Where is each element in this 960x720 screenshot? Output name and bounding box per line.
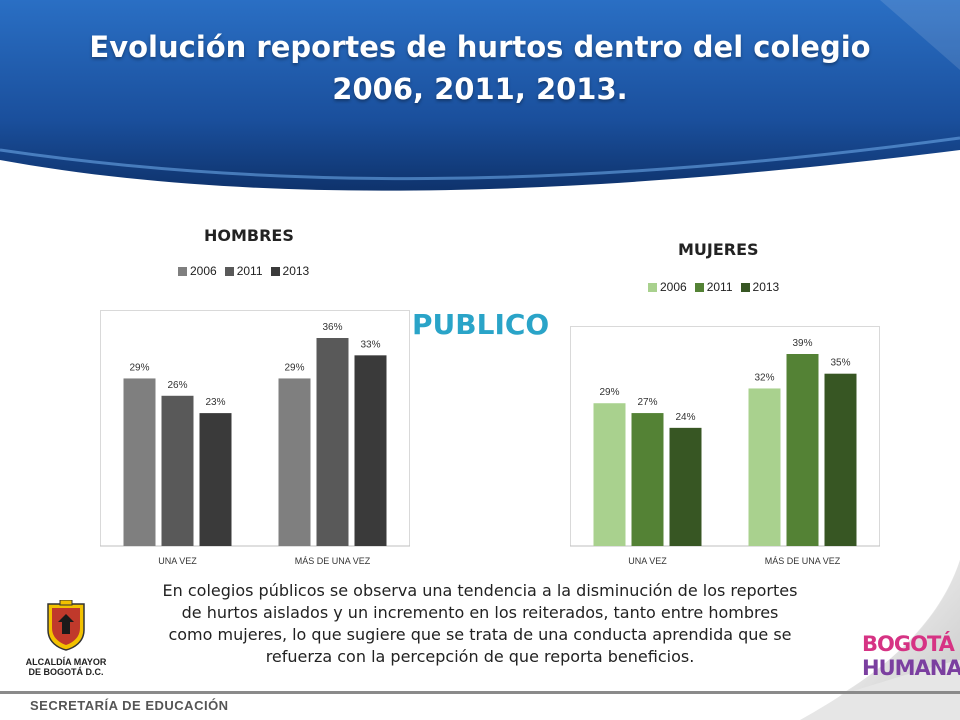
bogota-humana-logo: BOGOTÁ HUMANA	[862, 632, 960, 680]
bar-2011-1	[316, 338, 349, 546]
bogota-logo-line-1: BOGOTÁ	[862, 632, 955, 656]
x-tick-label: UNA VEZ	[628, 556, 667, 566]
bar-2013-0	[199, 413, 232, 546]
alcaldia-text-1: ALCALDÍA MAYOR	[25, 657, 107, 667]
legend-label: 2006	[190, 264, 217, 278]
header-background	[0, 0, 960, 200]
legend-item: 2013	[740, 280, 780, 294]
data-label: 26%	[167, 380, 187, 391]
legend-swatch	[224, 266, 234, 276]
data-label: 39%	[792, 338, 812, 349]
chart-hombres: 29% 26% 23% UNA VEZ 29% 36% 33% MÁS DE UNA VEZ	[100, 310, 410, 566]
publico-label: PUBLICO	[412, 308, 550, 341]
legend-item: 2006	[178, 264, 217, 278]
data-label: 29%	[599, 387, 619, 398]
legend-swatch	[270, 266, 280, 276]
data-label: 29%	[284, 362, 304, 373]
bar-2013-1	[354, 355, 387, 546]
footer-divider	[0, 691, 960, 694]
bar-2013-0	[669, 427, 702, 546]
legend-swatch	[694, 282, 704, 292]
legend-label: 2011	[236, 264, 263, 278]
caption-text: En colegios públicos se observa una tend…	[162, 581, 798, 666]
footer-text: SECRETARÍA DE EDUCACIÓN	[30, 698, 229, 713]
legend-label: 2013	[752, 280, 780, 294]
legend-label: 2011	[706, 280, 733, 294]
legend-item: 2011	[694, 280, 733, 294]
data-label: 24%	[675, 412, 695, 423]
bar-2011-1	[786, 354, 819, 546]
legend-label: 2013	[282, 264, 310, 278]
legend-swatch	[648, 282, 657, 292]
alcaldia-logo: ALCALDÍA MAYOR DE BOGOTÁ D.C.	[18, 599, 114, 677]
bar-2006-0	[123, 378, 156, 546]
slide-title: Evolución reportes de hurtos dentro del …	[89, 30, 871, 106]
x-tick-label: UNA VEZ	[158, 556, 197, 566]
bar-2006-1	[748, 388, 781, 546]
data-label: 29%	[129, 362, 149, 373]
alcaldia-text-2: DE BOGOTÁ D.C.	[28, 667, 104, 677]
coat-of-arms-icon	[47, 599, 85, 651]
legend-swatch	[178, 266, 187, 276]
bar-2006-0	[593, 403, 626, 546]
data-label: 36%	[322, 322, 342, 333]
bar-2011-0	[631, 413, 664, 546]
data-label: 32%	[754, 372, 774, 383]
legend-item: 2013	[270, 264, 310, 278]
bar-2006-1	[278, 378, 311, 546]
x-tick-label: MÁS DE UNA VEZ	[765, 556, 841, 566]
bogota-logo-line-2: HUMANA	[862, 656, 960, 680]
x-tick-label: MÁS DE UNA VEZ	[295, 556, 371, 566]
bar-2011-0	[161, 395, 194, 546]
chart-title-mujeres: MUJERES	[678, 240, 759, 259]
legend-hombres: 2006 2011 2013	[178, 264, 317, 278]
data-label: 35%	[830, 358, 850, 369]
data-label: 23%	[205, 397, 225, 408]
legend-mujeres: 2006 2011 2013	[648, 280, 787, 294]
legend-item: 2006	[648, 280, 687, 294]
legend-swatch	[740, 282, 750, 292]
chart-title-hombres: HOMBRES	[204, 226, 294, 245]
page-curl-decoration	[800, 560, 960, 720]
legend-label: 2006	[660, 280, 687, 294]
bar-2013-1	[824, 373, 857, 546]
data-label: 27%	[637, 397, 657, 408]
data-label: 33%	[360, 339, 380, 350]
legend-item: 2011	[224, 264, 263, 278]
chart-mujeres: 29% 27% 24% UNA VEZ 32% 39% 35% MÁS DE UNA VEZ	[570, 326, 880, 566]
